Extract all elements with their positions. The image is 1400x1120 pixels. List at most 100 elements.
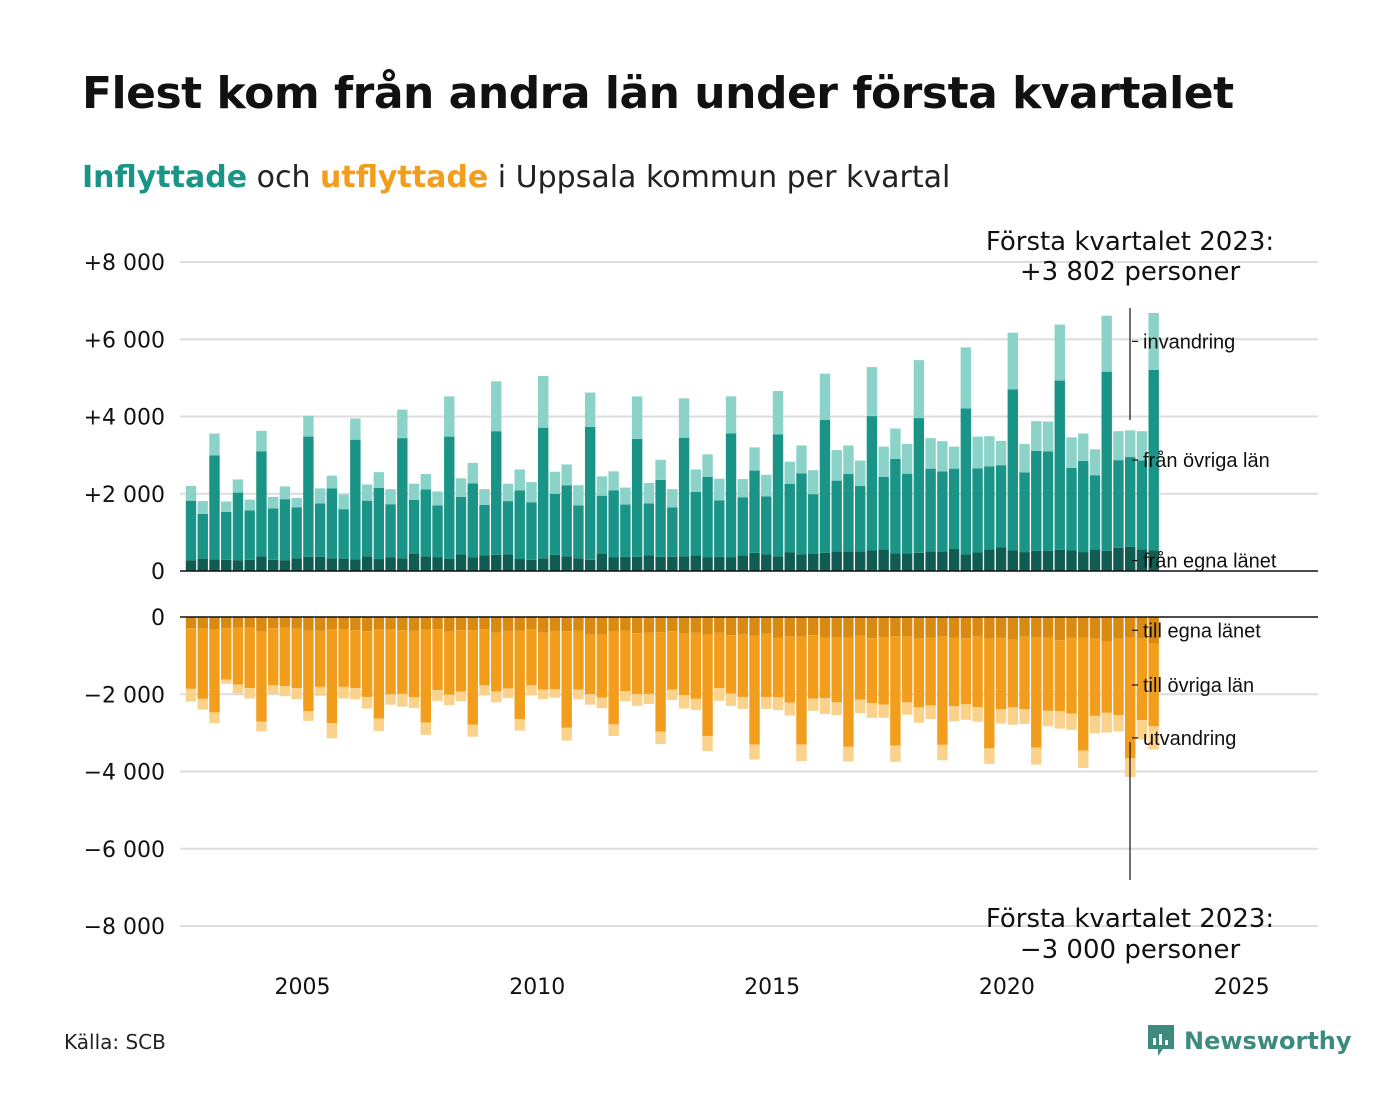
bar-in-egna: [303, 556, 314, 571]
bar-in-egna: [279, 560, 291, 571]
bar-out-ovriga: [984, 638, 995, 749]
bar-in-egna: [291, 558, 302, 571]
bar-out-ovriga: [385, 629, 396, 695]
bar-out-ovriga: [185, 628, 197, 689]
bar-out-utvandring: [819, 698, 831, 714]
bar-in-invandring: [948, 446, 960, 469]
bar-out-ovriga: [819, 637, 831, 699]
bar-out-ovriga: [291, 628, 302, 689]
bar-out-egna: [408, 617, 420, 631]
bar-in-invandring: [491, 381, 502, 432]
bar-out-ovriga: [925, 637, 936, 706]
bar-out-ovriga: [866, 638, 878, 704]
bar-in-invandring: [209, 433, 220, 456]
bar-out-utvandring: [1148, 726, 1159, 750]
bar-out-utvandring: [561, 727, 572, 741]
bar-out-utvandring: [655, 731, 666, 745]
y-tick-label: 0: [151, 606, 165, 631]
bar-in-ovriga: [538, 427, 549, 559]
bar-out-egna: [631, 617, 643, 634]
bar-in-ovriga: [667, 507, 678, 557]
bar-in-egna: [584, 559, 596, 571]
bar-in-egna: [432, 557, 443, 571]
bar-in-ovriga: [972, 468, 983, 553]
bar-out-utvandring: [467, 724, 478, 737]
bar-in-invandring: [314, 488, 326, 504]
legend: från egna länet från övriga län invandring…: [1132, 331, 1277, 750]
bar-out-utvandring: [455, 691, 467, 702]
bar-out-utvandring: [1101, 712, 1112, 733]
bar-out-ovriga: [1136, 638, 1148, 721]
bar-out-utvandring: [1019, 709, 1030, 724]
bar-in-egna: [1031, 550, 1042, 571]
bar-in-ovriga: [432, 505, 443, 558]
bar-in-ovriga: [890, 458, 901, 554]
bar-in-ovriga: [1136, 460, 1148, 550]
bar-out-ovriga: [843, 637, 854, 747]
bar-in-ovriga: [948, 468, 960, 549]
bar-in-egna: [843, 551, 854, 571]
bar-out-utvandring: [784, 702, 795, 716]
bar-in-invandring: [937, 441, 948, 472]
bar-in-ovriga: [643, 503, 655, 556]
bar-in-egna: [678, 556, 690, 571]
bar-in-invandring: [749, 447, 760, 471]
bar-in-egna: [749, 552, 760, 571]
bar-out-ovriga: [1113, 638, 1124, 716]
bar-out-egna: [690, 617, 702, 633]
bar-in-egna: [185, 560, 197, 571]
bar-in-invandring: [1031, 421, 1042, 451]
bar-in-egna: [385, 557, 396, 571]
bar-in-ovriga: [878, 476, 889, 550]
bar-out-utvandring: [244, 688, 255, 699]
bar-out-ovriga: [479, 629, 490, 686]
bar-in-invandring: [667, 489, 678, 508]
bar-in-invandring: [843, 445, 854, 475]
bar-in-invandring: [784, 461, 795, 484]
bar-out-ovriga: [350, 630, 361, 689]
bar-chart-speech-bubble-icon: [1148, 1025, 1174, 1056]
bar-out-egna: [819, 617, 831, 638]
bar-out-ovriga: [1078, 637, 1089, 751]
bar-out-egna: [714, 617, 725, 633]
bar-in-egna: [444, 558, 455, 571]
bar-in-egna: [1042, 550, 1054, 571]
bar-in-invandring: [960, 347, 972, 409]
bar-out-egna: [397, 617, 408, 631]
bar-in-egna: [1125, 546, 1136, 571]
bar-in-egna: [361, 556, 373, 571]
bar-out-egna: [291, 617, 302, 629]
bar-in-ovriga: [385, 504, 396, 558]
bar-out-egna: [502, 617, 514, 631]
x-tick-label: 2005: [275, 975, 331, 1000]
bar-out-egna: [925, 617, 936, 638]
bar-out-ovriga: [197, 628, 208, 699]
bar-in-egna: [761, 554, 772, 571]
bar-in-ovriga: [1078, 460, 1089, 553]
bar-in-ovriga: [796, 473, 807, 555]
bar-out-egna: [972, 617, 983, 637]
bar-out-utvandring: [1113, 715, 1124, 732]
bar-out-egna: [279, 617, 291, 628]
bar-in-ovriga: [1113, 460, 1124, 548]
bar-out-ovriga: [831, 637, 842, 703]
bar-out-utvandring: [1078, 750, 1089, 769]
bar-out-utvandring: [350, 688, 361, 700]
bar-out-ovriga: [631, 633, 643, 695]
bar-in-ovriga: [1089, 475, 1101, 550]
bar-in-egna: [244, 559, 255, 571]
bar-in-egna: [937, 551, 948, 571]
bar-out-egna: [796, 617, 807, 637]
bar-in-egna: [326, 558, 338, 571]
bar-in-egna: [408, 554, 420, 571]
subtitle-rest: i Uppsala kommun per kvartal: [488, 160, 951, 195]
legend-label: invandring: [1143, 331, 1235, 353]
bar-in-invandring: [279, 486, 291, 500]
bar-out-utvandring: [1007, 707, 1018, 725]
bar-in-ovriga: [397, 438, 408, 559]
bar-out-ovriga: [596, 634, 608, 698]
legend-label: från övriga län: [1143, 450, 1270, 472]
bar-out-ovriga: [995, 637, 1007, 710]
bar-in-invandring: [221, 501, 232, 512]
